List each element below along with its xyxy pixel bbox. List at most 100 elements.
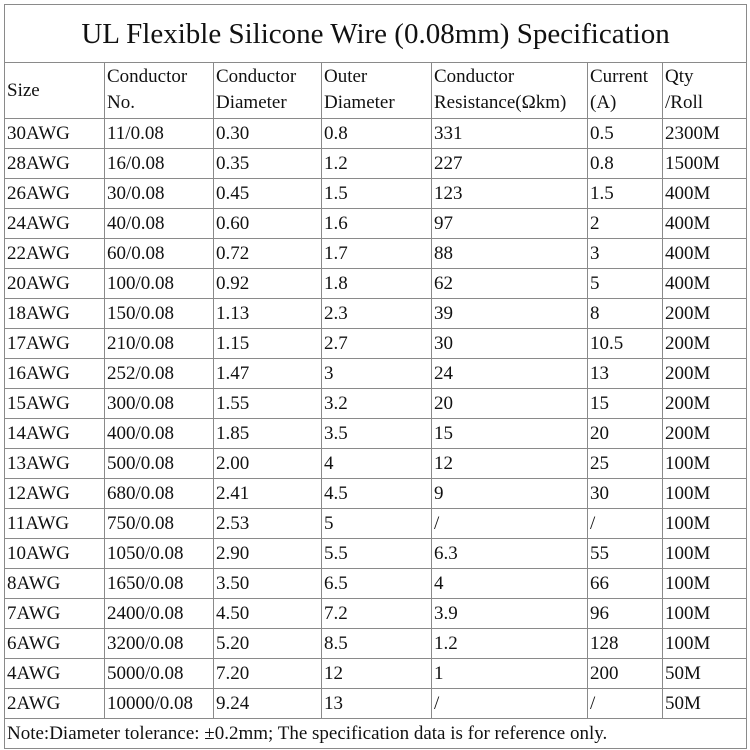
cell: 20AWG bbox=[4, 268, 105, 299]
cell: 400M bbox=[661, 268, 748, 299]
cell: 0.30 bbox=[213, 118, 322, 149]
cell: 17AWG bbox=[4, 328, 105, 359]
header-line: Conductor bbox=[216, 66, 297, 87]
cell: 3.2 bbox=[321, 388, 432, 419]
header-cell: Conductor No. bbox=[104, 62, 214, 119]
header-line: Conductor bbox=[107, 66, 188, 87]
cell: 1650/0.08 bbox=[104, 568, 214, 599]
cell: 13 bbox=[587, 358, 663, 389]
cell: 0.60 bbox=[213, 208, 322, 239]
cell: 100/0.08 bbox=[104, 268, 214, 299]
cell: 300/0.08 bbox=[104, 388, 214, 419]
data-row: 11AWG 750/0.08 2.53 5//100M bbox=[4, 508, 748, 539]
data-row: 6AWG 3200/0.08 5.20 8.5 1.2 128 100M bbox=[4, 628, 748, 659]
cell: 5 bbox=[587, 268, 663, 299]
cell: 100M bbox=[661, 628, 748, 659]
cell: 100M bbox=[661, 448, 748, 479]
cell: 128 bbox=[587, 628, 663, 659]
cell: / bbox=[431, 688, 588, 719]
cell: 10AWG bbox=[4, 538, 105, 569]
header-line: Conductor bbox=[434, 66, 515, 87]
cell: 13AWG bbox=[4, 448, 105, 479]
cell: 9.24 bbox=[213, 688, 322, 719]
data-row: 18AWG 150/0.08 1.13 2.3 39 8 200M bbox=[4, 298, 748, 329]
cell: 16AWG bbox=[4, 358, 105, 389]
cell: 0.35 bbox=[213, 148, 322, 179]
cell: 200M bbox=[661, 298, 748, 329]
title-row: UL Flexible Silicone Wire (0.08mm) Speci… bbox=[3, 4, 748, 63]
header-cell: Size bbox=[4, 62, 105, 119]
cell: 10.5 bbox=[587, 328, 663, 359]
data-row: 2AWG 10000/0.08 9.24 13//50M bbox=[4, 688, 748, 719]
cell: 12 bbox=[321, 658, 432, 689]
cell: 24AWG bbox=[4, 208, 105, 239]
cell: 1.5 bbox=[587, 178, 663, 209]
cell: 1.2 bbox=[431, 628, 588, 659]
cell: 7.20 bbox=[213, 658, 322, 689]
cell: 0.92 bbox=[213, 268, 322, 299]
cell: 39 bbox=[431, 298, 588, 329]
cell: 0.45 bbox=[213, 178, 322, 209]
header-cell: Outer Diameter bbox=[321, 62, 432, 119]
cell: 4.50 bbox=[213, 598, 322, 629]
header-line: Qty bbox=[665, 66, 694, 87]
cell: / bbox=[587, 688, 663, 719]
cell: 60/0.08 bbox=[104, 238, 214, 269]
cell: 55 bbox=[587, 538, 663, 569]
cell: 1.5 bbox=[321, 178, 432, 209]
cell: 11/0.08 bbox=[104, 118, 214, 149]
cell: 7AWG bbox=[4, 598, 105, 629]
cell: 2.41 bbox=[213, 478, 322, 509]
cell: 2.7 bbox=[321, 328, 432, 359]
cell: 3.9 bbox=[431, 598, 588, 629]
cell: 11AWG bbox=[4, 508, 105, 539]
cell: 9 bbox=[431, 478, 588, 509]
cell: 4 bbox=[321, 448, 432, 479]
header-row: Size Conductor No. Conductor Diameter Outer Di… bbox=[4, 62, 748, 119]
cell: 2 bbox=[587, 208, 663, 239]
cell: 5.20 bbox=[213, 628, 322, 659]
header-line: Size bbox=[7, 80, 40, 101]
data-row: 12AWG 680/0.08 2.41 4.5 9 30 100M bbox=[4, 478, 748, 509]
header-line: Diameter bbox=[216, 92, 287, 113]
cell: 100M bbox=[661, 538, 748, 569]
data-row: 17AWG 210/0.08 1.15 2.7 30 10.5 200M bbox=[4, 328, 748, 359]
cell: 1 bbox=[431, 658, 588, 689]
data-row: 26AWG 30/0.08 0.45 1.5 123 1.5 400M bbox=[4, 178, 748, 209]
cell: 12AWG bbox=[4, 478, 105, 509]
header-cell: Qty/Roll bbox=[661, 62, 748, 119]
cell: 1.8 bbox=[321, 268, 432, 299]
table-body: UL Flexible Silicone Wire (0.08mm) Speci… bbox=[3, 4, 748, 749]
cell: 200M bbox=[661, 328, 748, 359]
header-line: Current bbox=[590, 66, 649, 87]
cell: 40/0.08 bbox=[104, 208, 214, 239]
cell: 26AWG bbox=[4, 178, 105, 209]
cell: 400M bbox=[661, 208, 748, 239]
cell: 150/0.08 bbox=[104, 298, 214, 329]
spec-table-wrap: UL Flexible Silicone Wire (0.08mm) Speci… bbox=[3, 4, 748, 749]
cell: 0.72 bbox=[213, 238, 322, 269]
cell: 2.90 bbox=[213, 538, 322, 569]
cell: 8 bbox=[587, 298, 663, 329]
cell: 1.7 bbox=[321, 238, 432, 269]
cell: 50M bbox=[661, 688, 748, 719]
cell: 88 bbox=[431, 238, 588, 269]
cell: 25 bbox=[587, 448, 663, 479]
cell: 227 bbox=[431, 148, 588, 179]
header-line: Outer bbox=[324, 66, 368, 87]
data-row: 13AWG 500/0.08 2.00 4 12 25 100M bbox=[4, 448, 748, 479]
cell: 100M bbox=[661, 598, 748, 629]
cell: 8AWG bbox=[4, 568, 105, 599]
cell: 680/0.08 bbox=[104, 478, 214, 509]
cell: 4 bbox=[431, 568, 588, 599]
cell: 24 bbox=[431, 358, 588, 389]
cell: 123 bbox=[431, 178, 588, 209]
header-cell: Conductor Resistance(Ωkm) bbox=[431, 62, 588, 119]
cell: 1.47 bbox=[213, 358, 322, 389]
cell: 210/0.08 bbox=[104, 328, 214, 359]
cell: 7.2 bbox=[321, 598, 432, 629]
title: UL Flexible Silicone Wire (0.08mm) Speci… bbox=[3, 4, 748, 63]
data-row: 15AWG 300/0.08 1.55 3.2 20 15 200M bbox=[4, 388, 748, 419]
cell: 200 bbox=[587, 658, 663, 689]
cell: 62 bbox=[431, 268, 588, 299]
